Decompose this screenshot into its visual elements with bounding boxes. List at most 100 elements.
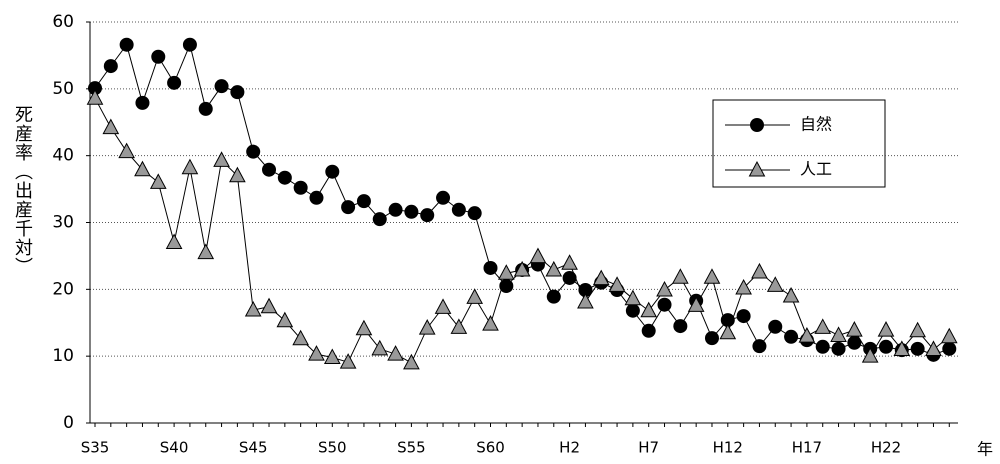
data-point <box>578 283 593 298</box>
data-point <box>149 173 167 189</box>
y-tick-label: 30 <box>52 213 74 233</box>
data-point <box>277 170 292 185</box>
data-point <box>244 300 262 317</box>
data-point <box>356 194 371 209</box>
data-point <box>450 318 468 334</box>
data-point <box>293 180 308 195</box>
data-point <box>735 278 752 295</box>
data-point <box>657 297 672 312</box>
data-point <box>893 340 911 356</box>
data-point <box>387 345 404 361</box>
data-point <box>323 348 341 365</box>
data-point <box>198 101 213 116</box>
data-point <box>246 144 261 159</box>
data-point <box>925 340 942 356</box>
data-point <box>497 264 515 280</box>
data-point <box>624 289 642 306</box>
y-axis-label: 死産率（出産千対） <box>12 105 33 276</box>
legend-label: 自然 <box>800 115 832 134</box>
data-point <box>482 315 499 331</box>
data-point <box>372 212 387 227</box>
data-point <box>831 341 846 356</box>
data-point <box>608 276 626 292</box>
y-tick-label: 50 <box>52 79 74 99</box>
data-point <box>466 288 484 304</box>
x-tick-label: S35 <box>81 439 110 457</box>
data-point <box>720 313 735 328</box>
data-point <box>214 79 229 94</box>
data-point <box>420 208 435 223</box>
data-point <box>592 269 610 286</box>
data-point <box>766 276 784 292</box>
x-tick-label: S60 <box>476 439 505 457</box>
x-tick-label: S40 <box>160 439 189 457</box>
data-point <box>877 321 895 337</box>
data-point <box>752 339 767 354</box>
data-point <box>339 353 357 369</box>
x-axis-label: 年 <box>977 440 993 459</box>
data-point <box>879 339 893 354</box>
legend-box <box>712 99 886 188</box>
data-point <box>529 247 547 264</box>
data-point <box>418 319 436 335</box>
data-point <box>467 206 482 221</box>
data-point <box>798 327 816 343</box>
y-tick-label: 20 <box>52 279 74 299</box>
data-point <box>656 280 673 297</box>
data-point <box>736 309 751 324</box>
y-tick-label: 40 <box>52 146 74 166</box>
data-point <box>768 319 783 334</box>
data-point <box>499 278 514 293</box>
data-point <box>181 158 199 175</box>
data-point <box>309 190 324 205</box>
x-tick-label: H22 <box>871 439 901 457</box>
y-tick-label: 60 <box>52 12 74 32</box>
x-tick-label: S45 <box>239 439 268 457</box>
data-point <box>436 190 451 205</box>
legend-marker <box>750 118 764 132</box>
x-tick-label: H17 <box>792 439 822 457</box>
data-point <box>703 268 721 284</box>
data-point <box>940 327 958 344</box>
data-point <box>719 323 737 340</box>
data-point <box>341 200 356 215</box>
data-point <box>371 339 389 356</box>
data-point <box>292 329 309 346</box>
data-point <box>119 37 134 52</box>
data-point <box>814 318 832 334</box>
data-point <box>483 260 498 275</box>
data-point <box>784 329 799 344</box>
data-point <box>88 81 102 96</box>
data-point <box>562 270 577 285</box>
data-point <box>577 292 594 309</box>
data-point <box>861 347 879 363</box>
data-point <box>434 298 452 314</box>
data-point <box>325 164 340 179</box>
data-point <box>230 85 245 100</box>
data-point <box>229 166 246 183</box>
x-tick-label: H12 <box>713 439 743 457</box>
data-point <box>403 353 420 370</box>
data-point <box>276 311 294 328</box>
data-point <box>262 162 277 177</box>
x-tick-label: S55 <box>397 439 426 457</box>
data-point <box>404 204 419 219</box>
data-point <box>640 301 658 318</box>
data-point <box>782 286 800 303</box>
y-tick-label: 10 <box>52 346 74 366</box>
data-point <box>260 297 278 314</box>
data-point <box>513 260 531 277</box>
data-point <box>182 37 197 52</box>
data-point <box>165 233 183 250</box>
data-point <box>672 268 689 284</box>
data-point <box>909 321 926 338</box>
data-point <box>625 303 640 318</box>
data-point <box>830 326 847 342</box>
x-tick-label: S50 <box>318 439 347 457</box>
data-point <box>135 95 150 110</box>
data-point <box>118 142 135 159</box>
data-point <box>388 202 403 217</box>
data-point <box>910 341 925 356</box>
data-point <box>942 341 957 356</box>
